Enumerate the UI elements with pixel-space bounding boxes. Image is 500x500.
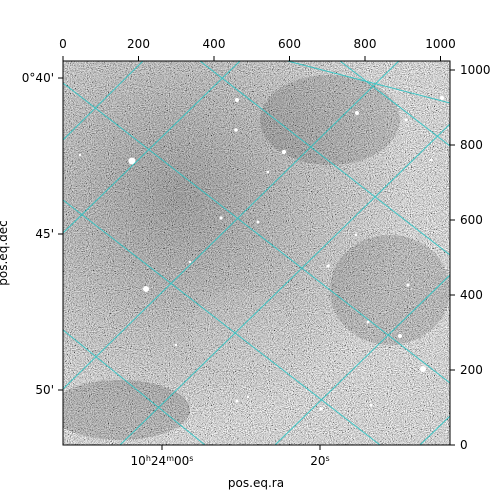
x-axis-title: pos.eq.ra	[228, 476, 284, 490]
top-tick-label: 400	[203, 37, 226, 51]
left-axis	[58, 77, 63, 391]
right-tick-label: 800	[460, 138, 483, 152]
right-tick-label: 1000	[460, 63, 491, 77]
plot-frame	[62, 60, 451, 446]
right-axis	[450, 69, 455, 446]
bottom-tick-label-ra-20: 20s	[310, 454, 329, 468]
y-axis-title: pos.eq.dec	[0, 220, 10, 285]
right-tick-label: 0	[460, 438, 468, 452]
bottom-tick-labels: 10h24m00s 20s	[131, 454, 330, 468]
top-tick-labels: 0 200 400 600 800 1000	[59, 37, 456, 51]
stars	[78, 96, 444, 411]
sky-image	[63, 61, 450, 445]
bottom-axis	[161, 445, 321, 450]
coordinate-grid	[63, 61, 450, 445]
right-tick-label: 600	[460, 213, 483, 227]
left-tick-label: 50'	[35, 383, 54, 397]
left-tick-label: 0°40'	[22, 71, 54, 85]
top-tick-label: 1000	[425, 37, 456, 51]
right-tick-label: 400	[460, 288, 483, 302]
top-tick-label: 200	[127, 37, 150, 51]
bottom-tick-label-ra-hms: 10h24m00s	[131, 454, 194, 468]
top-tick-label: 800	[354, 37, 377, 51]
top-tick-label: 0	[59, 37, 67, 51]
top-axis	[62, 56, 441, 61]
left-tick-label: 45'	[35, 227, 54, 241]
left-tick-labels: 0°40' 45' 50'	[22, 71, 54, 397]
right-tick-label: 200	[460, 363, 483, 377]
right-tick-labels: 0 200 400 600 800 1000	[460, 63, 491, 452]
top-tick-label: 600	[278, 37, 301, 51]
